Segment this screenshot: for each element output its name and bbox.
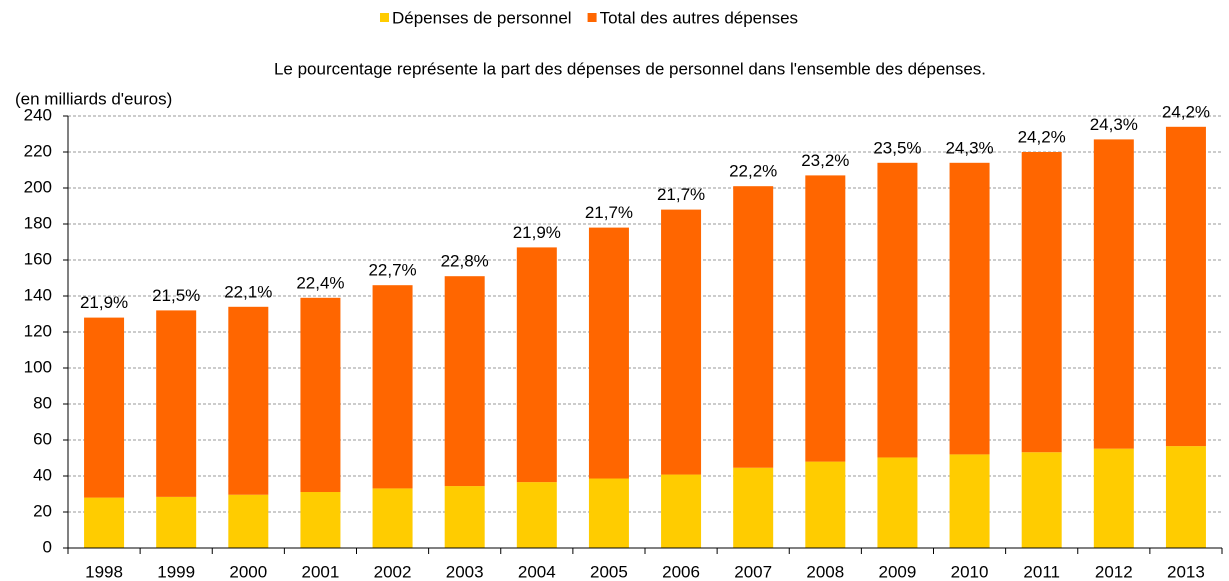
- percent-label: 22,4%: [296, 273, 344, 292]
- percent-label: 21,7%: [657, 185, 705, 204]
- y-tick-label: 240: [24, 105, 52, 124]
- x-tick-label: 2007: [734, 562, 772, 581]
- bar-segment: [444, 486, 485, 548]
- y-tick-label: 120: [24, 321, 52, 340]
- percent-label: 24,2%: [1018, 127, 1066, 146]
- x-tick-label: 2002: [374, 562, 412, 581]
- percent-label: 23,5%: [873, 138, 921, 157]
- y-axis-label: (en milliards d'euros): [15, 89, 172, 108]
- bar-segment: [949, 454, 990, 548]
- y-tick-label: 40: [33, 465, 52, 484]
- x-tick-label: 2011: [1023, 562, 1060, 581]
- bar-segment: [588, 478, 629, 548]
- x-tick-label: 2010: [951, 562, 989, 581]
- percent-label: 23,2%: [801, 151, 849, 170]
- x-tick-label: 2003: [446, 562, 484, 581]
- chart-subtitle: Le pourcentage représente la part des dé…: [274, 59, 986, 78]
- y-tick-label: 140: [24, 285, 52, 304]
- bar-segment: [372, 488, 413, 548]
- bar-segment: [588, 227, 629, 479]
- percent-label: 22,1%: [224, 282, 272, 301]
- percent-label: 24,3%: [945, 138, 993, 157]
- bar-segment: [156, 310, 197, 497]
- x-tick-label: 2006: [662, 562, 700, 581]
- bar-segment: [661, 209, 702, 475]
- x-tick-label: 2005: [590, 562, 628, 581]
- bar-segment: [949, 162, 990, 455]
- bar-segment: [877, 457, 918, 548]
- bar-segment: [1093, 448, 1134, 548]
- y-tick-label: 0: [43, 537, 52, 556]
- percent-label: 24,2%: [1162, 102, 1210, 121]
- bar-segment: [84, 317, 125, 498]
- bar-segment: [1093, 139, 1134, 449]
- legend-label: Dépenses de personnel: [392, 8, 572, 27]
- legend-swatch: [587, 13, 597, 22]
- legend-swatch: [380, 13, 389, 22]
- percent-label: 24,3%: [1090, 115, 1138, 134]
- bar-segment: [300, 297, 341, 493]
- x-tick-label: 2001: [302, 562, 340, 581]
- percent-label: 21,5%: [152, 286, 200, 305]
- bar-segment: [1165, 126, 1206, 447]
- percent-label: 22,2%: [729, 162, 777, 181]
- legend-label: Total des autres dépenses: [600, 8, 798, 27]
- x-tick-label: 1998: [85, 562, 123, 581]
- y-tick-label: 220: [24, 141, 52, 160]
- percent-label: 21,7%: [585, 203, 633, 222]
- percent-label: 21,9%: [80, 293, 128, 312]
- bar-segment: [228, 306, 269, 495]
- x-tick-label: 2000: [229, 562, 267, 581]
- bar-segment: [516, 247, 557, 483]
- bar-segment: [733, 467, 774, 548]
- percent-label: 22,7%: [368, 261, 416, 280]
- y-tick-label: 100: [24, 357, 52, 376]
- x-tick-label: 1999: [157, 562, 195, 581]
- bar-segment: [733, 186, 774, 468]
- y-tick-label: 200: [24, 177, 52, 196]
- y-tick-label: 160: [24, 249, 52, 268]
- y-tick-label: 20: [33, 501, 52, 520]
- bar-segment: [516, 482, 557, 548]
- x-tick-label: 2004: [518, 562, 556, 581]
- y-tick-label: 60: [33, 429, 52, 448]
- bar-segment: [372, 285, 413, 489]
- x-tick-label: 2009: [879, 562, 917, 581]
- x-tick-label: 2008: [806, 562, 844, 581]
- bar-segment: [300, 492, 341, 548]
- x-tick-label: 2013: [1167, 562, 1205, 581]
- bar-segment: [228, 494, 269, 548]
- x-tick-label: 2012: [1095, 562, 1133, 581]
- bar-segment: [805, 175, 846, 462]
- bar-segment: [84, 497, 125, 548]
- percent-label: 22,8%: [441, 252, 489, 271]
- bar-segment: [156, 496, 197, 548]
- bar-segment: [805, 461, 846, 548]
- bar-segment: [1021, 452, 1062, 548]
- bar-segment: [1165, 446, 1206, 548]
- y-tick-label: 80: [33, 393, 52, 412]
- bar-segment: [1021, 152, 1062, 453]
- bar-segment: [444, 276, 485, 487]
- y-tick-label: 180: [24, 213, 52, 232]
- bar-segment: [661, 474, 702, 548]
- percent-label: 21,9%: [513, 223, 561, 242]
- bar-segment: [877, 162, 918, 458]
